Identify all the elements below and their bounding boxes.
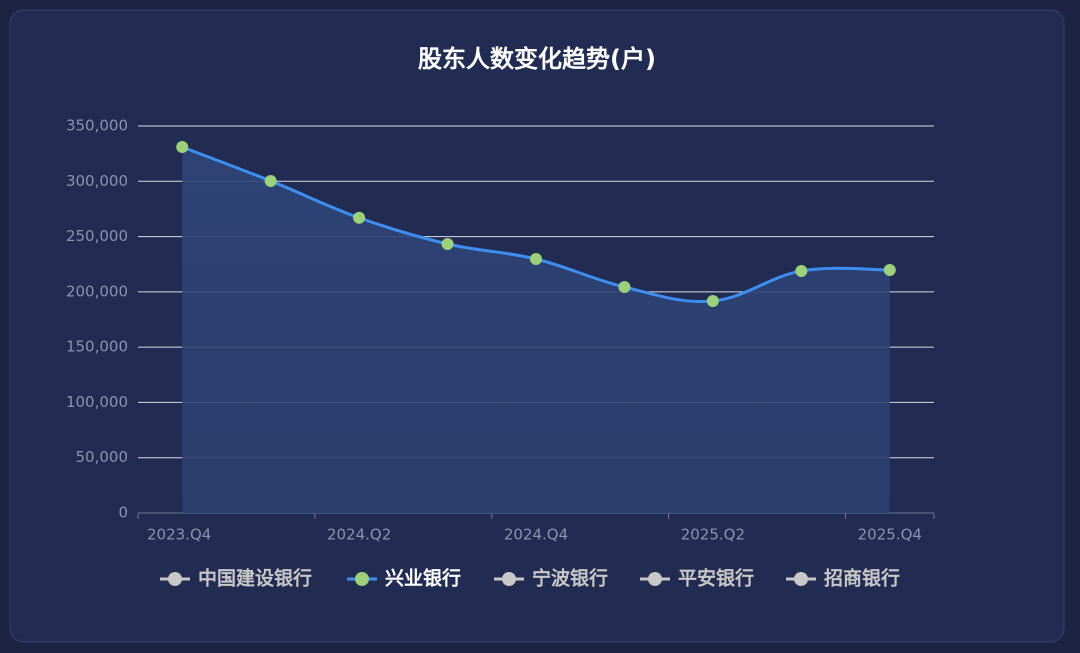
y-tick-label: 300,000	[66, 172, 128, 190]
y-tick-label: 250,000	[66, 227, 128, 245]
y-tick-label: 350,000	[66, 117, 128, 135]
point	[618, 280, 631, 293]
point	[176, 141, 189, 154]
legend-marker[interactable]	[794, 572, 808, 586]
point	[264, 174, 277, 187]
legend-label[interactable]: 中国建设银行	[198, 567, 312, 590]
chart-title: 股东人数变化趋势(户)	[418, 45, 656, 73]
y-tick-label: 150,000	[66, 338, 128, 356]
x-tick-label: 2023.Q4	[147, 526, 211, 544]
legend-label[interactable]: 宁波银行	[532, 567, 608, 590]
y-tick-label: 200,000	[66, 282, 128, 300]
x-tick-label: 2025.Q4	[858, 526, 922, 544]
x-tick-label: 2024.Q2	[327, 526, 391, 544]
legend-marker[interactable]	[648, 572, 662, 586]
point	[795, 264, 808, 277]
point	[441, 237, 454, 250]
point	[353, 211, 366, 224]
x-tick-label: 2024.Q4	[504, 526, 568, 544]
x-tick-label: 2025.Q2	[681, 526, 745, 544]
y-tick-label: 100,000	[66, 393, 128, 411]
point	[883, 263, 896, 276]
y-tick-label: 50,000	[76, 448, 129, 466]
legend-label[interactable]: 兴业银行	[385, 567, 461, 590]
legend-marker[interactable]	[168, 572, 182, 586]
legend-label[interactable]: 招商银行	[824, 567, 900, 590]
area	[182, 147, 890, 513]
legend-marker[interactable]	[355, 572, 369, 586]
y-tick-label: 0	[118, 504, 128, 522]
point	[706, 295, 719, 308]
legend-label[interactable]: 平安银行	[678, 567, 754, 590]
point	[530, 253, 542, 266]
legend-marker[interactable]	[502, 572, 516, 586]
